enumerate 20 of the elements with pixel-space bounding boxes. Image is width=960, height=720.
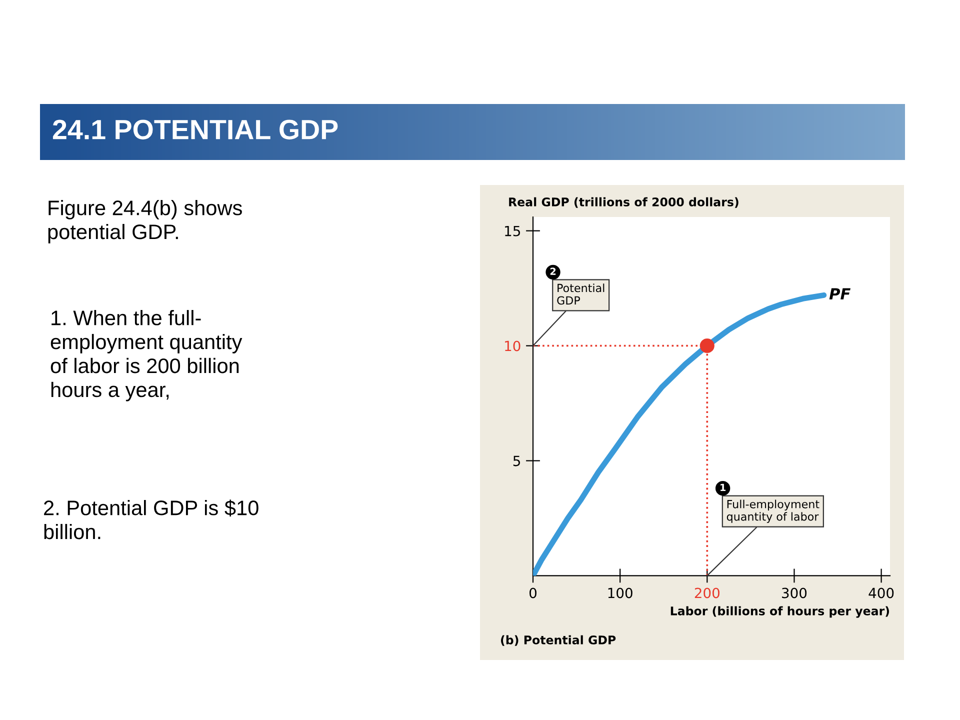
text: (b) Potential GDP xyxy=(501,635,616,646)
x-tick-label: 400 xyxy=(868,588,894,598)
caption: Figure 24.4(b) shows potential GDP. xyxy=(48,200,242,244)
text: 24.1 POTENTIAL GDP xyxy=(52,120,338,140)
annotation: 2 xyxy=(550,268,556,275)
series-label: PF xyxy=(829,288,850,300)
x-tick-label: 0 xyxy=(529,588,536,598)
y-tick-label: 10 xyxy=(505,340,520,352)
text: 2. Potential GDP is $10 billion. xyxy=(44,500,258,540)
y-tick-label: 5 xyxy=(513,456,520,466)
x-tick-label: 100 xyxy=(608,588,632,598)
x-axis-title: Labor (billions of hours per year) xyxy=(670,606,889,618)
x-tick-label: 300 xyxy=(782,588,807,598)
annotation: Full-employment quantity of labor xyxy=(726,500,820,523)
x-tick-label: 200 xyxy=(694,588,720,598)
y-axis-title: Real GDP (trillions of 2000 dollars) xyxy=(509,197,738,208)
y-tick-label: 15 xyxy=(505,226,520,236)
annotation: 1 xyxy=(720,484,726,492)
text: 1. When the full- employment quantity of labor is 200 billion hours a year, xyxy=(50,310,242,402)
annotation: Potential GDP xyxy=(557,284,604,305)
